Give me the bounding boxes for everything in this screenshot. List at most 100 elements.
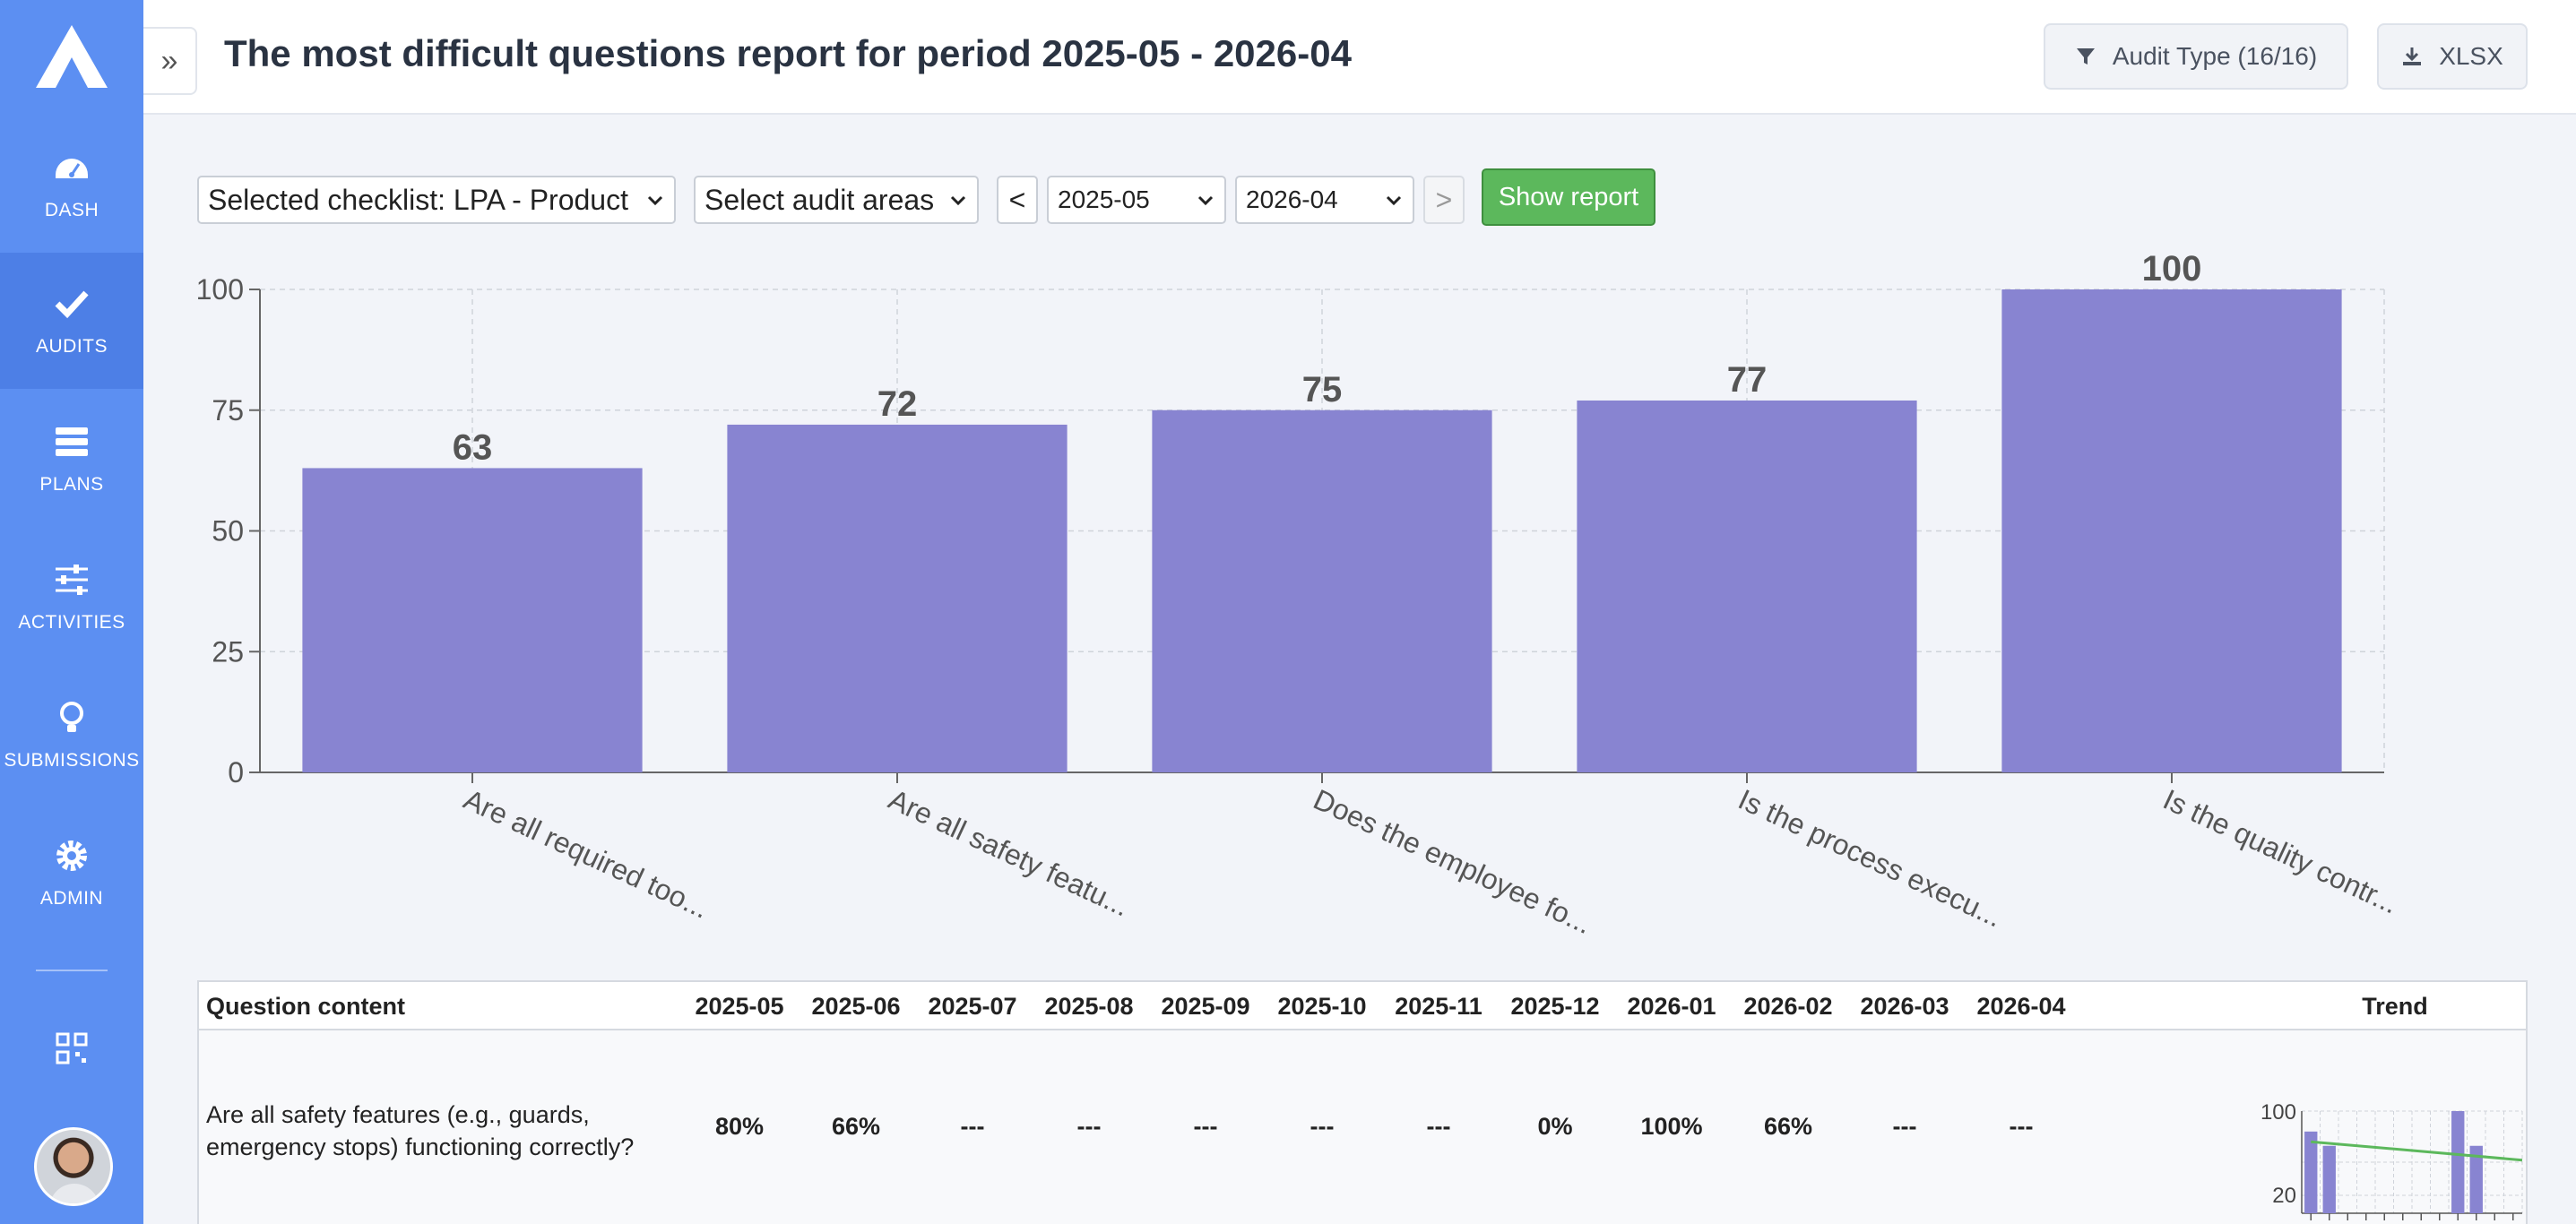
sidebar-item-activities[interactable]: ACTIVITIES xyxy=(0,529,143,665)
month-value-cell: --- xyxy=(1076,1113,1102,1140)
page-title: The most difficult questions report for … xyxy=(224,32,1352,74)
month-value-cell: 100% xyxy=(1640,1113,1703,1140)
user-avatar[interactable] xyxy=(34,1127,113,1206)
period-to-value: 2026-04 xyxy=(1246,185,1338,213)
sidebar-expand-button[interactable]: » xyxy=(143,27,197,95)
trend-bar xyxy=(2304,1131,2318,1213)
sidebar-item-label: ADMIN xyxy=(39,888,104,909)
x-tick-label: Are all safety featu... xyxy=(884,783,1135,923)
double-chevron-right-icon: » xyxy=(160,43,178,78)
download-icon xyxy=(2403,47,2422,65)
x-tick-label: Is the process execu... xyxy=(1733,783,2007,934)
filter-icon xyxy=(2076,48,2095,65)
x-tick-label: Are all required too... xyxy=(459,783,713,925)
y-tick-label: 25 xyxy=(212,635,244,668)
sidebar-item-label: ACTIVITIES xyxy=(18,612,125,633)
audit-type-label: Audit Type (16/16) xyxy=(2112,42,2318,70)
month-value-cell: --- xyxy=(1892,1113,1917,1140)
question-content: Are all safety features (e.g., guards, e… xyxy=(206,1101,635,1160)
period-from-value: 2025-05 xyxy=(1058,185,1150,213)
column-header-month: 2026-04 xyxy=(1976,993,2066,1020)
sidebar-item-dash[interactable]: DASH xyxy=(0,116,143,253)
table-row: Are all safety features (e.g., guards, e… xyxy=(199,1030,2526,1224)
month-value-cell: --- xyxy=(2009,1113,2034,1140)
audit-areas-select[interactable]: Select audit areas xyxy=(694,176,979,224)
column-header-month: 2025-09 xyxy=(1161,993,1250,1020)
sidebar-item-label: AUDITS xyxy=(35,336,108,357)
column-header-month: 2025-10 xyxy=(1277,993,1367,1020)
month-value-cell: 66% xyxy=(1763,1113,1813,1140)
next-period-button[interactable]: > xyxy=(1423,176,1465,224)
y-tick-label: 100 xyxy=(196,273,244,306)
column-header-month: 2025-08 xyxy=(1044,993,1134,1020)
column-header-month: 2025-07 xyxy=(928,993,1017,1020)
lightbulb-icon xyxy=(60,702,83,732)
chevron-down-icon xyxy=(950,195,966,206)
month-value-cell: --- xyxy=(1310,1113,1335,1140)
bar-value-label: 63 xyxy=(453,427,493,467)
bar-value-label: 75 xyxy=(1302,370,1343,409)
column-header-month: 2026-01 xyxy=(1627,993,1716,1020)
sidebar-item-label: SUBMISSIONS xyxy=(4,750,140,771)
trend-line xyxy=(2311,1140,2523,1162)
column-header-month: 2026-02 xyxy=(1743,993,1833,1020)
sidebar-item-label: DASH xyxy=(44,200,99,220)
audit-type-filter-button[interactable]: Audit Type (16/16) xyxy=(2044,23,2348,90)
questions-table: Question content 2025-05 2025-06 2025-07 202… xyxy=(197,980,2528,1224)
trend-sparkline-chart: 100 20 xyxy=(2260,1100,2523,1220)
sliders-icon xyxy=(56,565,88,595)
column-header-month: 2025-11 xyxy=(1395,993,1482,1020)
sidebar-item-submissions[interactable]: SUBMISSIONS xyxy=(0,667,143,803)
export-label: XLSX xyxy=(2439,42,2503,70)
sidebar-item-audits[interactable]: AUDITS xyxy=(0,253,143,389)
period-to-select[interactable]: 2026-04 xyxy=(1235,176,1414,224)
gear-icon xyxy=(56,840,87,871)
month-value-cell: 0% xyxy=(1537,1113,1573,1140)
sidebar-item-label: PLANS xyxy=(39,474,104,495)
sidebar: DASH AUDITS PLANS ACTIVITIES SUBMISSIONS… xyxy=(0,0,143,1224)
bar[interactable] xyxy=(727,424,1068,772)
difficult-questions-bar-chart: 0 25 50 75 100 63 Are all required too... 72 Are… xyxy=(196,249,2404,940)
check-icon xyxy=(55,290,89,319)
y-tick-label: 50 xyxy=(212,515,244,547)
y-tick-label: 75 xyxy=(212,394,244,427)
sidebar-item-plans[interactable]: PLANS xyxy=(0,391,143,527)
bar[interactable] xyxy=(2001,289,2342,772)
bar-value-label: 77 xyxy=(1727,360,1768,400)
app-logo[interactable] xyxy=(36,25,108,88)
checklist-select-value: Selected checklist: LPA - Product xyxy=(208,183,628,216)
trend-y-tick-label: 20 xyxy=(2272,1184,2296,1208)
bar-value-label: 72 xyxy=(877,384,918,424)
chevron-down-icon xyxy=(647,195,663,206)
audit-areas-select-value: Select audit areas xyxy=(705,183,935,216)
sidebar-divider xyxy=(36,970,108,971)
y-tick-label: 0 xyxy=(228,756,244,789)
export-xlsx-button[interactable]: XLSX xyxy=(2377,23,2528,90)
column-header-trend: Trend xyxy=(2362,993,2428,1020)
period-from-select[interactable]: 2025-05 xyxy=(1047,176,1226,224)
bar[interactable] xyxy=(1577,400,1917,772)
previous-period-button[interactable]: < xyxy=(997,176,1038,224)
month-value-cell: --- xyxy=(1426,1113,1451,1140)
checklist-select[interactable]: Selected checklist: LPA - Product xyxy=(197,176,676,224)
column-header-question: Question content xyxy=(206,993,405,1020)
x-tick-label: Is the quality contr... xyxy=(2158,783,2403,920)
sidebar-item-admin[interactable]: ADMIN xyxy=(0,805,143,941)
dashboard-icon xyxy=(56,159,88,178)
trend-y-tick-label: 100 xyxy=(2260,1100,2296,1125)
column-header-month: 2026-03 xyxy=(1860,993,1949,1020)
chevron-down-icon xyxy=(1197,195,1214,206)
month-value-cell: --- xyxy=(960,1113,985,1140)
qr-code-icon[interactable] xyxy=(56,1032,88,1065)
column-header-month: 2025-12 xyxy=(1510,993,1600,1020)
previous-period-label: < xyxy=(1008,183,1026,216)
chevron-down-icon xyxy=(1386,195,1402,206)
month-value-cell: 80% xyxy=(714,1113,765,1140)
bar[interactable] xyxy=(1152,409,1492,772)
table-header: Question content 2025-05 2025-06 2025-07 202… xyxy=(199,982,2526,1030)
column-header-month: 2025-06 xyxy=(811,993,901,1020)
trend-bar xyxy=(2451,1111,2465,1213)
bar-value-label: 100 xyxy=(2142,249,2202,289)
show-report-button[interactable]: Show report xyxy=(1482,168,1655,226)
bar[interactable] xyxy=(302,468,643,772)
